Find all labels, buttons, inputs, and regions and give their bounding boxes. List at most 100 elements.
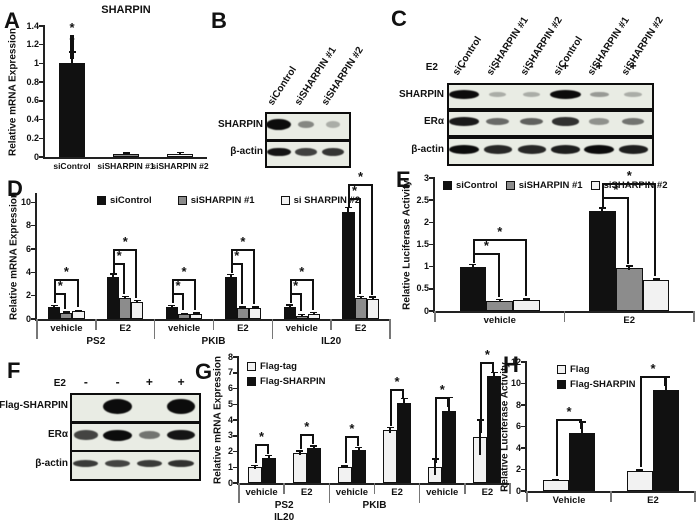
error-bar-cap [662,376,670,378]
panel-label-c: C [391,6,407,31]
sig-asterisk: * [57,278,63,294]
protein-band [73,430,98,440]
y-tick-label: 8 [515,399,521,410]
y-tick-label: 0.5 [416,283,429,294]
y-axis-tick [39,137,45,140]
bar [486,300,514,311]
protein-band [517,145,546,154]
legend-label: siSHARPIN #1 [190,195,255,206]
bar [60,313,73,319]
bar [366,298,379,319]
bar [642,279,670,311]
blot-row-label: ERα [423,115,444,127]
error-bar [493,372,496,380]
error-bar-cap [296,450,304,452]
blot-box [447,137,654,166]
x-category-label: E2 [300,487,313,498]
sig-bracket-leg [344,435,347,464]
y-tick-label: 1 [227,461,233,472]
error-bar [638,470,641,473]
y-axis-tick [31,271,37,274]
condition-label: E2 [425,62,438,73]
sig-bracket [289,279,314,282]
x-category-label: Vehicle [552,495,586,506]
y-axis-title: Relative Luciferase Activity [499,361,511,492]
x-group-label: IL20 [321,336,342,347]
condition-value: + [561,59,569,73]
bar [178,314,191,319]
error-bar [312,446,315,451]
x-axis-separator [271,319,274,339]
sig-asterisk: * [299,264,305,280]
blot-box [265,140,351,168]
condition-value: - [495,59,500,73]
sig-bracket-leg [240,263,243,304]
sig-bracket [289,293,302,296]
error-bar-cap [286,304,294,306]
error-bar [479,420,482,455]
protein-band [584,145,615,154]
y-tick-label: 0.6 [26,95,39,106]
sig-bracket [113,249,138,251]
sig-asterisk: * [566,403,572,419]
error-bar-cap [168,304,176,307]
sig-bracket [299,434,314,437]
y-axis-tick [233,450,239,453]
sig-bracket-leg [555,418,558,477]
bar [615,267,643,311]
protein-band [267,147,291,157]
protein-band [589,118,610,125]
sig-bracket-leg [182,293,185,311]
x-category-label: vehicle [483,315,516,326]
y-tick-label: 10 [20,196,31,207]
error-bar-cap [341,465,349,467]
legend-item: Flag [557,364,635,375]
y-axis-tick [31,201,37,204]
y-axis-tick [39,100,45,102]
bar [236,307,249,319]
y-tick-label: 2 [423,216,429,227]
x-category-label: E2 [623,315,636,326]
sig-bracket [348,183,373,186]
sig-asterisk: * [259,428,265,444]
y-axis-tick [39,43,45,46]
sig-asterisk: * [394,373,400,389]
sig-bracket-leg [402,388,405,399]
legend-swatch [557,380,566,389]
error-bar [655,279,657,281]
sig-bracket [472,252,500,255]
sig-bracket-leg [472,238,475,263]
protein-band [618,145,648,154]
sig-bracket-leg [356,435,359,446]
protein-band [139,430,160,440]
x-axis-separator [526,491,528,502]
legend-label: siSHARPIN #2 [603,180,668,191]
sig-bracket-leg [390,388,393,427]
error-bar-cap [578,421,586,423]
error-bar [628,266,631,270]
error-bar-cap [62,311,70,313]
legend-item: siSHARPIN #1 [505,180,583,191]
sig-bracket-leg [627,197,630,264]
error-bar [229,274,232,280]
error-bar-cap [490,371,498,374]
error-bar-cap [298,313,306,316]
blot-box [265,112,351,141]
protein-band [322,147,345,157]
bar [306,448,321,483]
x-axis-separator [693,311,695,322]
x-category-label: E2 [237,323,249,334]
bar [513,299,540,311]
sig-bracket-leg [171,279,174,304]
error-bar [77,310,80,313]
sig-bracket-leg [299,293,302,312]
x-category-label: E2 [391,487,403,498]
chart-G: 0 1 2 3 4 5 6 7 8 Relative mRNA Expression vehicle… [213,347,511,521]
y-axis-tick [31,318,37,320]
sig-asterisk: * [650,360,656,376]
x-category-label: E2 [119,323,132,334]
panel-label-h: H [503,352,519,377]
protein-band [488,91,507,98]
error-bar [288,305,291,310]
